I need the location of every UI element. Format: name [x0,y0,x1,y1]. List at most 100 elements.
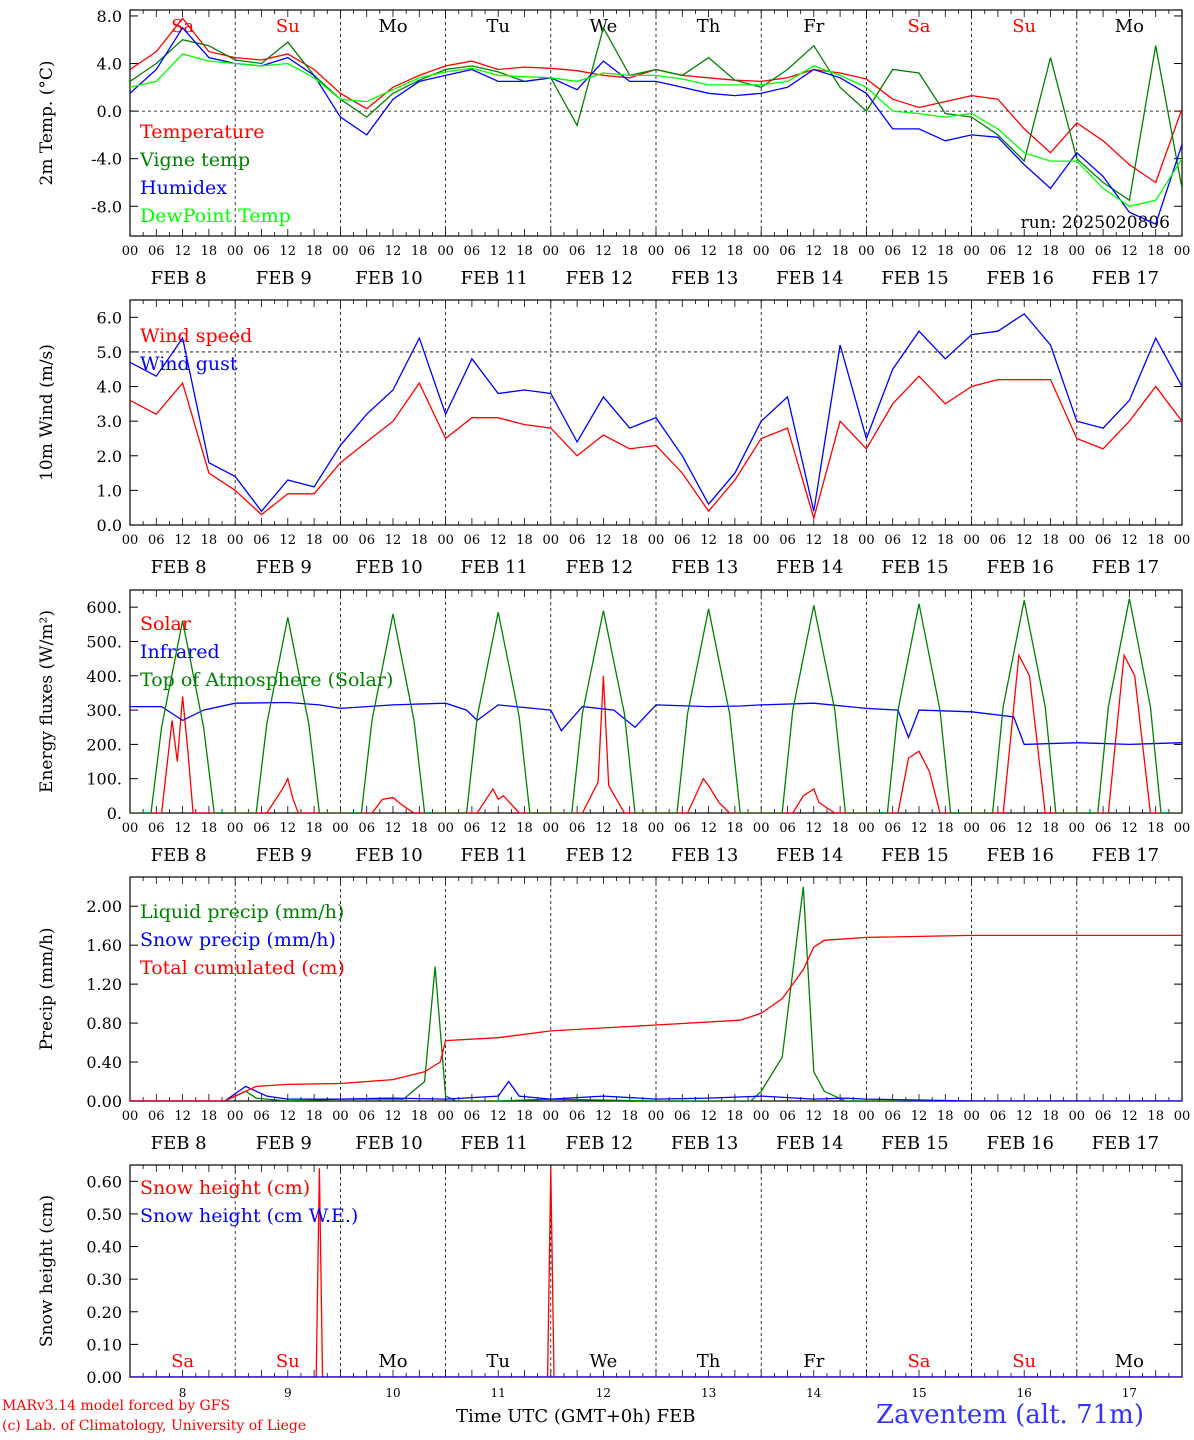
hour-label: 06 [358,244,375,259]
y-tick-label: 4.0 [97,378,122,397]
hour-label: 12 [385,533,402,548]
hour-label: 06 [674,244,691,259]
model-credit: MARv3.14 model forced by GFS [2,1398,231,1414]
date-label: FEB 12 [566,1133,633,1154]
hour-label: 18 [1042,821,1059,836]
hour-label: 18 [516,821,533,836]
hour-label: 18 [516,1109,533,1124]
hour-label: 00 [122,1109,139,1124]
hour-label: 12 [174,244,191,259]
legend-entry: DewPoint Temp [140,205,291,227]
y-tick-label: 0.20 [86,1303,122,1322]
legend-entry: Infrared [140,641,220,663]
hour-label: 18 [201,533,218,548]
hour-label: 18 [727,1109,744,1124]
panel-1: 8.0 4.0 0.0 -4.0 -8.0 2m Temp. (°C) 00 06 12 18 FE… [37,7,1190,289]
hour-label: 00 [1069,821,1086,836]
hour-label: 06 [569,533,586,548]
hour-label: 12 [385,244,402,259]
y-tick-label: 0.0 [97,102,122,121]
hour-label: 18 [411,1109,428,1124]
series-wind-speed [130,375,1182,521]
series-humidex [130,26,1182,225]
hour-label: 12 [1121,821,1138,836]
day-number: 11 [491,1386,506,1400]
date-label: FEB 17 [1092,557,1159,578]
y-tick-label: 0.10 [86,1335,122,1354]
day-number: 9 [284,1386,292,1400]
hour-label: 12 [280,244,297,259]
hour-label: 06 [779,1109,796,1124]
hour-label: 18 [621,1109,638,1124]
day-name: Fr [803,1351,824,1372]
hour-label: 00 [332,244,349,259]
hour-label: 12 [174,1109,191,1124]
hour-label: 12 [1016,244,1033,259]
hour-label: 00 [1069,533,1086,548]
legend-entry: Wind gust [140,353,238,375]
y-tick-label: 2.00 [86,897,122,916]
hour-label: 18 [832,821,849,836]
hour-label: 06 [358,533,375,548]
panel-2: 0.0 1.0 2.0 3.0 4.0 5.0 6.0 10m Wind (m/s) 00 06 1… [37,299,1191,578]
hour-label: 00 [1174,821,1191,836]
series-dewpoint-temp [130,53,1182,207]
day-name: Tu [486,16,510,37]
hour-label: 06 [779,533,796,548]
hour-label: 00 [543,533,560,548]
hour-label: 00 [543,821,560,836]
y-tick-label: 400. [86,667,122,686]
hour-label: 06 [990,1109,1007,1124]
y-tick-label: 0.00 [86,1092,122,1111]
hour-label: 06 [253,821,270,836]
hour-label: 00 [122,821,139,836]
panel-frame [129,299,1183,526]
y-tick-label: 200. [86,735,122,754]
hour-label: 12 [280,821,297,836]
legend-entry: Temperature [140,121,264,143]
date-label: FEB 14 [776,268,843,289]
date-label: FEB 11 [460,557,527,578]
hour-label: 18 [516,244,533,259]
day-name: Sa [171,1351,194,1372]
legend-entry: Top of Atmosphere (Solar) [140,669,393,691]
y-tick-label: 0.40 [86,1238,122,1257]
date-label: FEB 16 [986,557,1053,578]
hour-label: 18 [306,533,323,548]
series-vigne-temp [130,26,1182,202]
y-axis-label: Snow height (cm) [37,1195,57,1347]
y-tick-label: 0. [107,804,122,823]
panel-4: 0.00 0.40 0.80 1.20 1.60 2.00 Precip (mm/h) 00 0… [37,876,1190,1154]
y-axis-label: 2m Temp. (°C) [37,60,57,185]
date-label: FEB 11 [460,268,527,289]
hour-label: 00 [122,244,139,259]
date-label: FEB 13 [671,845,738,866]
hour-label: 18 [411,244,428,259]
series-infrared [130,701,1182,746]
day-name: Mo [1115,1351,1144,1372]
day-name: We [590,1351,618,1372]
hour-label: 00 [122,533,139,548]
hour-label: 00 [332,1109,349,1124]
date-label: FEB 11 [460,1133,527,1154]
hour-label: 12 [1121,533,1138,548]
date-label: FEB 8 [151,845,207,866]
hour-label: 06 [253,533,270,548]
hour-label: 18 [727,533,744,548]
y-tick-label: 0.50 [86,1205,122,1224]
hour-label: 18 [1147,821,1164,836]
panel-3: 0. 100. 200. 300. 400. 500. 600. Energy fluxes … [37,589,1191,866]
hour-label: 12 [385,1109,402,1124]
hour-label: 00 [332,821,349,836]
hour-label: 00 [1069,244,1086,259]
hour-label: 18 [201,821,218,836]
hour-label: 00 [437,821,454,836]
date-label: FEB 8 [151,268,207,289]
hour-label: 12 [911,533,928,548]
hour-label: 12 [1016,821,1033,836]
hour-label: 18 [201,244,218,259]
hour-label: 18 [937,533,954,548]
hour-label: 00 [753,533,770,548]
hour-label: 00 [648,533,665,548]
hour-label: 00 [1174,533,1191,548]
